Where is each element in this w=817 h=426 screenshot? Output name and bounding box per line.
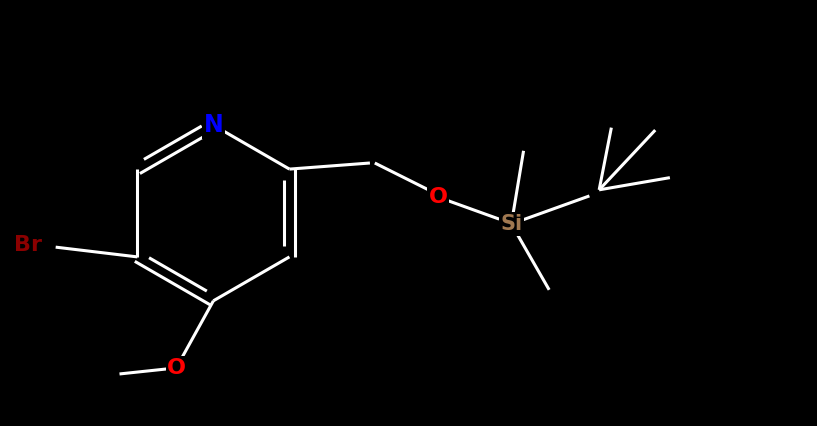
Text: Br: Br [14, 235, 42, 255]
Text: O: O [167, 358, 186, 378]
Text: N: N [203, 113, 223, 137]
Text: O: O [429, 187, 448, 207]
Text: Si: Si [500, 214, 522, 234]
